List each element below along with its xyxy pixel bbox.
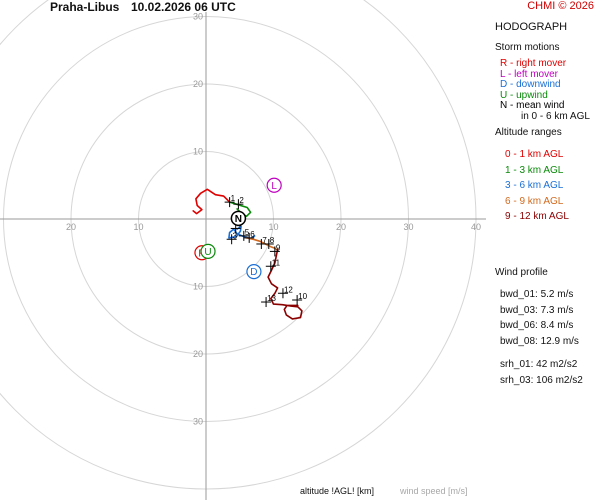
storm-motion-letter: U: [204, 247, 211, 258]
altitude-mark-8: 8: [263, 236, 275, 249]
range-rings: [0, 0, 477, 490]
y-tick-label: 30: [193, 417, 203, 427]
altitude-ranges-list: 0 - 1 km AGL 1 - 3 km AGL 3 - 6 km AGL 6 - …: [495, 147, 569, 225]
altitude-mark-7: 7: [256, 236, 267, 249]
altitude-axis-note: altitude !AGL! [km]: [300, 486, 375, 496]
storm-motion-item-1: R - right mover: [500, 58, 567, 69]
storm-motion-circle: [246, 264, 262, 280]
altitude-mark-9: 9: [269, 243, 281, 257]
storm-motion-letter: L: [271, 181, 277, 192]
panel-title: HODOGRAPH: [495, 21, 568, 33]
copyright: CHMI © 2026: [527, 0, 594, 12]
y-tick-label: 30: [193, 12, 203, 22]
altitude-mark-2: 2: [233, 196, 244, 210]
x-tick-label: 20: [66, 222, 76, 232]
altitude-mark-12: 12: [277, 285, 293, 299]
altitude-label: 12: [284, 285, 293, 294]
altitude-range-item-2: 1 - 3 km AGL: [505, 164, 564, 176]
storm-motion-L: L: [266, 177, 282, 193]
altitude-mark-6: 6: [244, 230, 255, 243]
altitude-mark-1: 1: [224, 194, 236, 208]
y-tick-label: 10: [193, 282, 203, 292]
series-line-1: [192, 188, 231, 215]
bwd-item-1: bwd_01: 5.2 m/s: [500, 289, 574, 300]
altitude-label: 9: [276, 243, 281, 252]
storm-motions-legend: Storm motions R - right mover L - left mo…: [495, 42, 590, 122]
altitude-ranges-legend: Altitude ranges 0 - 1 km AGL 1 - 3 km AGL…: [495, 127, 569, 225]
wind-profile-title: Wind profile: [495, 267, 548, 278]
storm-motion-circle: [230, 210, 247, 227]
storm-motion-markers: RLDUN: [194, 177, 282, 280]
srh-item-1: srh_01: 42 m2/s2: [500, 359, 578, 370]
wind-profile: Wind profile bwd_01: 5.2 m/s bwd_03: 7.3 …: [495, 267, 583, 388]
storm-motion-item-2: L - left mover: [500, 68, 558, 80]
altitude-range-item-4: 6 - 9 km AGL: [505, 195, 564, 207]
x-tick-label: 30: [403, 222, 413, 232]
x-tick-label: 20: [336, 222, 346, 232]
storm-motion-U: U: [200, 243, 216, 259]
altitude-label: 3: [233, 231, 238, 240]
altitude-range-item-1: 0 - 1 km AGL: [505, 149, 564, 160]
storm-motion-letter: N: [235, 214, 242, 225]
sounding-datetime: 10.02.2026 06 UTC: [131, 0, 236, 14]
altitude-label: 6: [250, 230, 255, 239]
bwd-item-4: bwd_08: 12.9 m/s: [500, 335, 579, 347]
y-tick-label: 10: [193, 147, 203, 157]
storm-motion-circle: [266, 177, 282, 193]
altitude-label: 2: [239, 196, 244, 205]
altitude-label: 8: [270, 236, 275, 245]
y-tick-label: 20: [193, 349, 203, 359]
altitude-label: 13: [267, 294, 276, 303]
altitude-mark-3: 3: [226, 231, 238, 245]
storm-motion-item-4: U - upwind: [500, 89, 548, 101]
altitude-range-item-5: 9 - 12 km AGL: [505, 211, 569, 222]
storm-motion-N: N: [230, 210, 247, 227]
speed-axis-note: wind speed [m/s]: [400, 486, 468, 496]
altitude-mark-10: 10: [292, 292, 308, 305]
bwd-item-3: bwd_06: 8.4 m/s: [500, 320, 574, 331]
storm-motion-letter: D: [250, 267, 257, 278]
altitude-label: 1: [231, 194, 236, 203]
storm-motion-item-5: N - mean wind: [500, 100, 565, 111]
altitude-mark-11: 11: [265, 258, 281, 272]
x-tick-label: 10: [268, 222, 278, 232]
storm-motion-circle: [200, 243, 216, 259]
range-ring-40: [0, 0, 477, 490]
altitude-mark-13: 13: [261, 294, 277, 308]
mean-wind-note: in 0 - 6 km AGL: [521, 110, 590, 122]
storm-motions-list: R - right mover L - left mover D - downwin…: [495, 58, 590, 112]
series-line-5: [267, 248, 303, 320]
y-tick-label: 20: [193, 79, 203, 89]
altitude-ranges-title: Altitude ranges: [495, 127, 562, 138]
bwd-list: bwd_01: 5.2 m/s bwd_03: 7.3 m/s bwd_06: 8.…: [495, 287, 583, 349]
storm-motion-item-3: D - downwind: [500, 79, 561, 90]
srh-item-2: srh_03: 106 m2/s2: [500, 374, 583, 386]
x-tick-label: 10: [133, 222, 143, 232]
altitude-label: 5: [245, 228, 250, 237]
altitude-label: 10: [298, 292, 307, 301]
srh-list: srh_01: 42 m2/s2 srh_03: 106 m2/s2: [495, 357, 583, 388]
altitude-label: 11: [272, 258, 281, 267]
x-tick-label: 40: [471, 222, 481, 232]
bwd-item-2: bwd_03: 7.3 m/s: [500, 304, 574, 316]
altitude-label: 7: [262, 236, 267, 245]
altitude-mark-5: 5: [238, 228, 250, 241]
altitude-range-item-3: 3 - 6 km AGL: [505, 180, 564, 191]
axis-tick-labels: 20 10 10 20 30 40 30 20 10 10 20 30: [66, 12, 481, 427]
station-name: Praha-Libus: [50, 0, 120, 14]
storm-motions-title: Storm motions: [495, 42, 560, 53]
storm-motion-D: D: [246, 264, 262, 280]
